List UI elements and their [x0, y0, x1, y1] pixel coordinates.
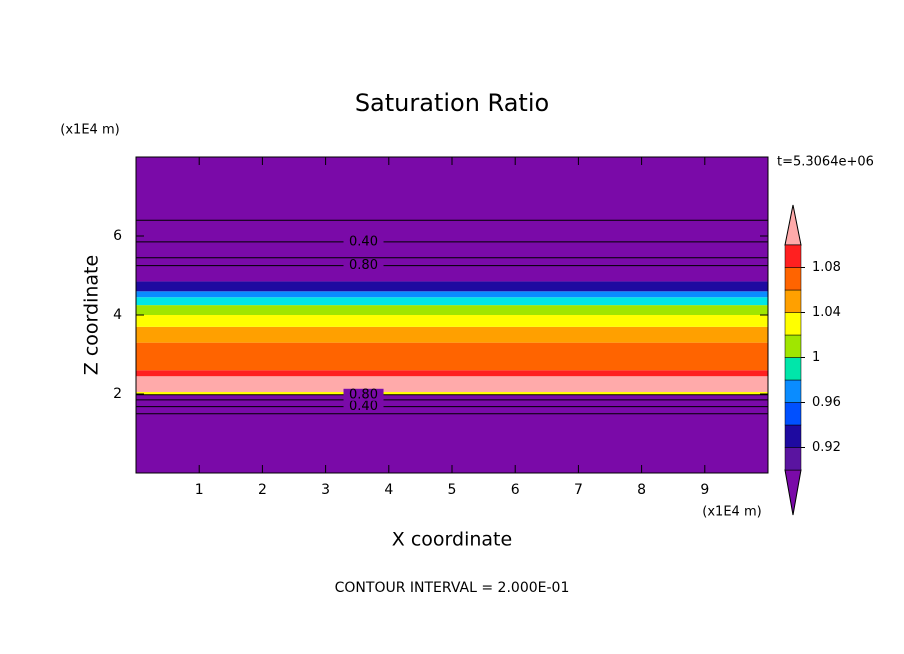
x-tick-label: 7 — [574, 482, 583, 498]
y-tick-label: 2 — [113, 386, 122, 402]
field-band — [136, 305, 768, 315]
time-label: t=5.3064e+06 — [777, 155, 874, 170]
colorbar-over — [784, 204, 802, 246]
colorbar-tick-label: 1 — [812, 350, 820, 365]
colorbar-tick-label: 0.96 — [812, 395, 841, 410]
x-axis-label: X coordinate — [392, 529, 512, 551]
y-tick-label: 6 — [113, 228, 122, 244]
colorbar-tick-label: 0.92 — [812, 440, 841, 455]
x-tick-label: 6 — [511, 482, 520, 498]
chart-title: Saturation Ratio — [355, 89, 549, 117]
x-tick-label: 1 — [195, 482, 204, 498]
contour-label: 0.80 — [349, 258, 378, 273]
field-band — [136, 376, 768, 393]
field-band — [136, 394, 768, 473]
contour-label-bg — [343, 235, 384, 248]
x-tick-label: 4 — [384, 482, 393, 498]
y-tick-label: 4 — [113, 307, 122, 323]
field-band — [136, 326, 768, 343]
contour-label: 0.40 — [349, 234, 378, 249]
colorbar-under — [784, 469, 802, 516]
field-band — [136, 281, 768, 292]
colorbar-segment — [784, 379, 802, 403]
contour-label-bg — [343, 388, 384, 401]
colorbar-tick-label: 1.04 — [812, 305, 841, 320]
field-band — [136, 370, 768, 377]
colorbar-segment — [784, 334, 802, 358]
field-band — [136, 392, 768, 395]
colorbar-segment — [784, 267, 802, 291]
field-band — [136, 157, 768, 282]
footer: CONTOUR INTERVAL = 2.000E-01 — [335, 580, 570, 596]
colorbar-segment — [784, 357, 802, 381]
colorbar-segment — [784, 244, 802, 268]
x-unit: (x1E4 m) — [702, 505, 761, 520]
x-tick-label: 3 — [321, 482, 330, 498]
contour-label: 0.80 — [349, 387, 378, 402]
field-band — [136, 291, 768, 298]
colorbar-segment — [784, 312, 802, 336]
contour-label-bg — [343, 259, 384, 272]
field-band — [136, 297, 768, 306]
y-unit: (x1E4 m) — [60, 123, 119, 138]
x-tick-label: 2 — [258, 482, 267, 498]
y-axis-label: Z coordinate — [81, 255, 103, 375]
colorbar-tick-label: 1.08 — [812, 260, 841, 275]
x-tick-label: 8 — [637, 482, 646, 498]
colorbar-segment — [784, 289, 802, 313]
x-tick-label: 9 — [700, 482, 709, 498]
contour-label: 0.40 — [349, 399, 378, 414]
colorbar-segment — [784, 424, 802, 448]
field-band — [136, 315, 768, 327]
colorbar-segment — [784, 402, 802, 426]
field-band — [136, 342, 768, 371]
contour-label-bg — [343, 400, 384, 413]
x-tick-label: 5 — [448, 482, 457, 498]
colorbar-segment — [784, 447, 802, 471]
